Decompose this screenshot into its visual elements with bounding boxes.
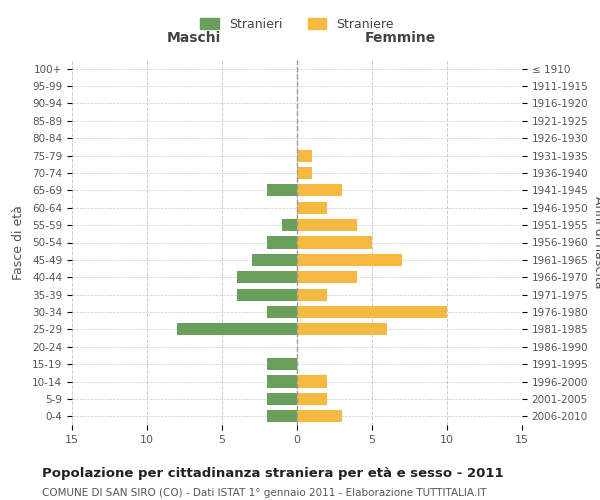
Bar (267, 184, 297, 196)
Bar (267, 306, 297, 318)
Bar (267, 376, 297, 388)
Bar (297, 150, 312, 162)
Bar (282, 219, 297, 231)
Bar (297, 324, 387, 336)
Bar (297, 271, 357, 283)
Bar (177, 324, 297, 336)
Legend: Stranieri, Straniere: Stranieri, Straniere (194, 12, 400, 37)
Bar (297, 393, 327, 405)
Text: Femmine: Femmine (365, 32, 436, 46)
Bar (297, 184, 342, 196)
Bar (297, 236, 372, 248)
Bar (297, 202, 327, 214)
Y-axis label: Anni di nascita: Anni di nascita (592, 196, 600, 289)
Bar (297, 288, 327, 300)
Bar (297, 306, 447, 318)
Bar (237, 271, 297, 283)
Y-axis label: Fasce di età: Fasce di età (12, 205, 25, 280)
Bar (267, 358, 297, 370)
Bar (237, 288, 297, 300)
Text: Maschi: Maschi (166, 32, 221, 46)
Bar (297, 167, 312, 179)
Bar (267, 410, 297, 422)
Bar (297, 410, 342, 422)
Text: COMUNE DI SAN SIRO (CO) - Dati ISTAT 1° gennaio 2011 - Elaborazione TUTTITALIA.I: COMUNE DI SAN SIRO (CO) - Dati ISTAT 1° … (42, 488, 487, 498)
Bar (267, 393, 297, 405)
Text: Popolazione per cittadinanza straniera per età e sesso - 2011: Popolazione per cittadinanza straniera p… (42, 468, 503, 480)
Bar (267, 236, 297, 248)
Bar (297, 376, 327, 388)
Bar (252, 254, 297, 266)
Bar (297, 219, 357, 231)
Bar (297, 254, 402, 266)
